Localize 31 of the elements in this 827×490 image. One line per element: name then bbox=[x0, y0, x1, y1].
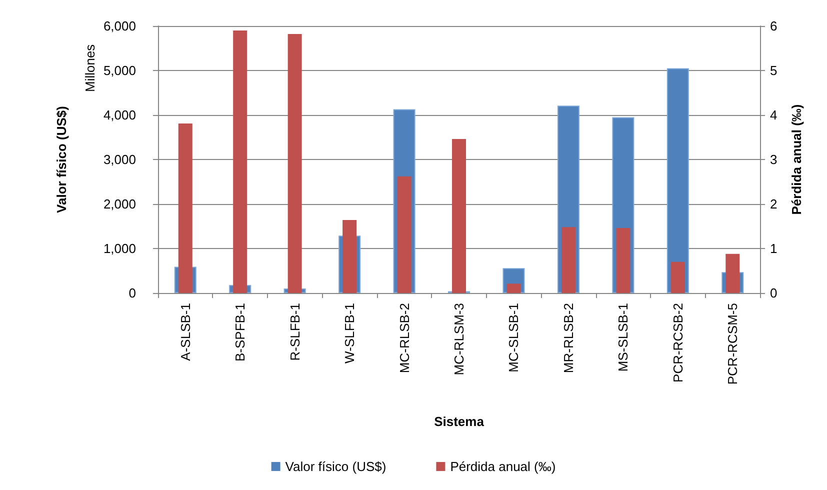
x-tick-label: MR-RLSB-2 bbox=[560, 303, 576, 374]
y-tick-label: 5,000 bbox=[103, 63, 136, 78]
y-tick-label: 2,000 bbox=[103, 196, 136, 212]
x-tick-label: PCR-RCSM-5 bbox=[725, 303, 740, 385]
legend-label: Pérdida anual (‰) bbox=[450, 459, 556, 474]
y2-axis-title: Pérdida anual (‰) bbox=[789, 104, 804, 215]
y2-tick-label: 5 bbox=[770, 63, 778, 78]
text: Millones bbox=[82, 44, 98, 92]
y-tick-label: 3,000 bbox=[103, 152, 136, 167]
x-tick-label: MC-SLSB-1 bbox=[506, 303, 522, 372]
y2-tick-label: 6 bbox=[770, 18, 778, 34]
x-tick-label: MC-RLSM-3 bbox=[452, 303, 466, 376]
y2-tick-label: 1 bbox=[770, 241, 778, 256]
y-axis-title: Valor físico (US$) bbox=[54, 106, 69, 213]
x-tick-label: B-SPFB-1 bbox=[232, 303, 248, 362]
x-tick-label: W-SLFB-1 bbox=[342, 303, 358, 364]
x-tick-label: MC-RLSB-2 bbox=[396, 303, 412, 374]
x-axis-title: Sistema bbox=[434, 414, 485, 429]
y-tick-label: 4,000 bbox=[103, 108, 136, 122]
x-tick-label: PCR-RCSB-2 bbox=[670, 303, 686, 382]
x-tick-label: MS-SLSB-1 bbox=[616, 303, 631, 372]
x-tick-label: A-SLSB-1 bbox=[178, 303, 193, 361]
y2-tick-label: 3 bbox=[770, 152, 778, 167]
x-tick-label: R-SLFB-1 bbox=[287, 303, 302, 361]
y-tick-label: 0 bbox=[128, 286, 136, 300]
legend-label: Valor físico (US$) bbox=[285, 459, 386, 474]
y-tick-label: 6,000 bbox=[103, 18, 136, 34]
y-tick-label: 1,000 bbox=[103, 241, 136, 256]
y2-tick-label: 4 bbox=[770, 108, 778, 122]
y2-tick-label: 2 bbox=[770, 196, 778, 212]
y2-tick-label: 0 bbox=[770, 286, 778, 300]
